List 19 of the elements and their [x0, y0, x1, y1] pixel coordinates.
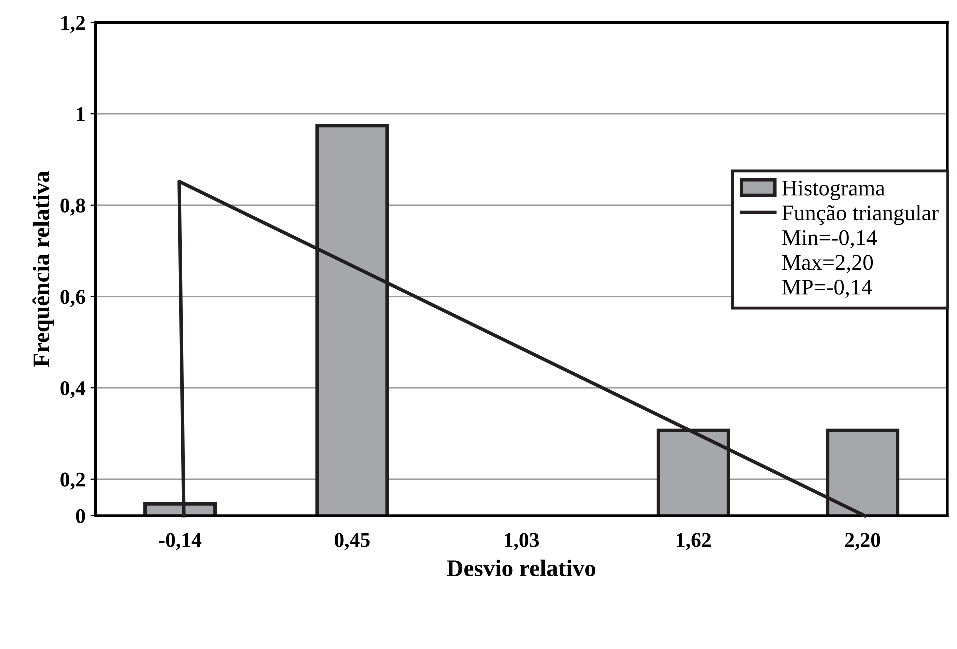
y-tick-label: 0,8	[60, 198, 86, 216]
y-tick-label: 0	[76, 509, 86, 524]
y-axis-title: Frequência relativa	[32, 171, 54, 368]
y-tick-label: 0,4	[60, 381, 86, 399]
annotation: MP=-0,14	[782, 280, 872, 298]
legend-label: Histograma	[782, 180, 886, 200]
annotation: Max=2,20	[782, 255, 874, 274]
x-tick-label: 0,45	[334, 533, 370, 550]
legend-label: Função triangular	[782, 205, 939, 226]
x-tick-label: 1,62	[677, 533, 711, 550]
x-tick-label: 1,03	[505, 533, 540, 550]
x-tick-label: 2,20	[845, 533, 880, 550]
y-tick-label: 1	[77, 108, 85, 122]
x-axis-title: Desvio relativo	[447, 560, 596, 576]
annotation: Min=-0,14	[782, 230, 878, 249]
y-tick-label: 1,2	[62, 16, 86, 34]
y-tick-label: 0,6	[60, 290, 86, 308]
x-tick-label: -0,14	[159, 533, 202, 550]
y-tick-label: 0,2	[60, 472, 86, 490]
